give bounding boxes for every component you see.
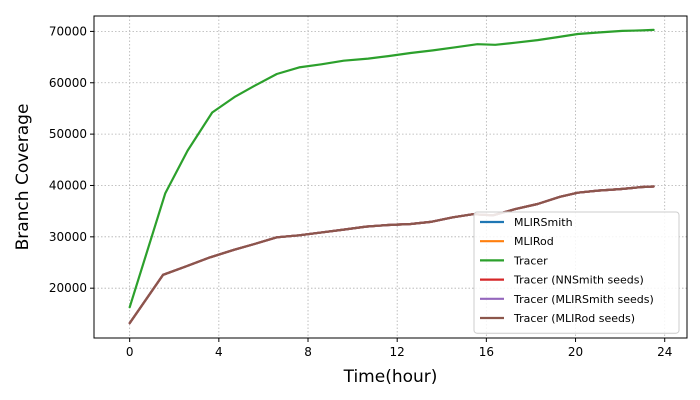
- y-tick-label: 30000: [49, 230, 87, 244]
- x-tick-label: 24: [657, 345, 672, 359]
- y-tick-label: 40000: [49, 178, 87, 192]
- series-layer: [128, 28, 655, 325]
- legend-label: Tracer (MLIRod seeds): [513, 312, 635, 325]
- legend-label: Tracer (NNSmith seeds): [513, 274, 644, 287]
- y-tick-label: 60000: [49, 76, 87, 90]
- legend-label: Tracer: [513, 254, 548, 267]
- y-tick-label: 70000: [49, 24, 87, 38]
- y-tick-label: 50000: [49, 127, 87, 141]
- legend-box: [473, 211, 680, 334]
- y-tick-label: 20000: [49, 281, 87, 295]
- x-tick-label: 8: [304, 345, 312, 359]
- x-tick-label: 0: [126, 345, 134, 359]
- series-line-6: [128, 185, 655, 325]
- legend-label: MLIRSmith: [514, 216, 573, 229]
- plot-frame: [93, 15, 688, 339]
- x-tick-label: 4: [215, 345, 223, 359]
- legend: MLIRSmith MLIRod Tracer Tracer (NNSmith see…: [473, 211, 680, 334]
- x-axis-title: Time(hour): [343, 367, 438, 387]
- legend-label: MLIRod: [514, 235, 554, 248]
- x-tick-label: 20: [568, 345, 583, 359]
- y-axis-title: Branch Coverage: [13, 104, 33, 251]
- x-tick-label: 12: [390, 345, 405, 359]
- x-tick-label: 16: [479, 345, 494, 359]
- series-line-3: [128, 28, 655, 309]
- axis-ticks: 0 4 8 12 16 20 24 20000 30000 40000 50000 60000 7000…: [49, 24, 673, 359]
- legend-label: Tracer (MLIRSmith seeds): [513, 293, 654, 306]
